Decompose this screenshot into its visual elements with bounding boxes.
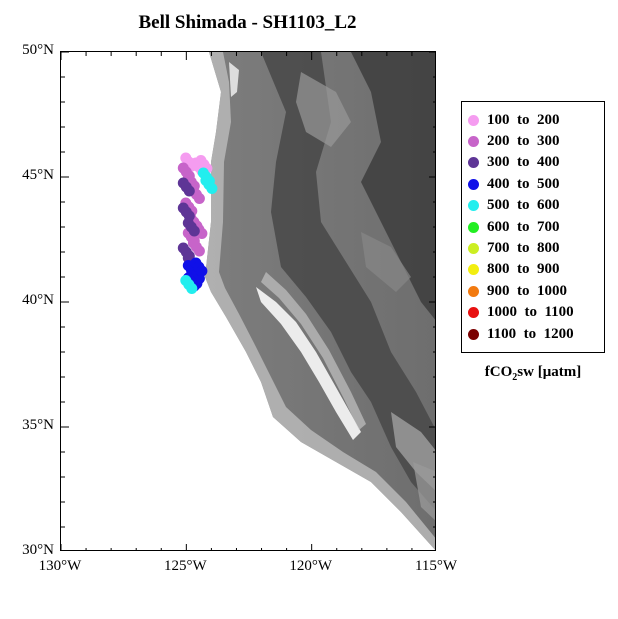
legend-swatch	[468, 135, 479, 147]
legend-item: 100 to 200	[468, 110, 560, 130]
map-title: Bell Shimada - SH1103_L2	[138, 12, 357, 33]
desert-region	[361, 232, 411, 292]
valley-region	[261, 272, 366, 430]
axis-ticks	[61, 52, 435, 550]
legend-unit-label: fCO2sw [μatm]	[484, 364, 582, 383]
legend-swatch	[468, 178, 479, 190]
legend-label: 400 to 500	[487, 175, 560, 192]
lon-tick-label: 115°W	[414, 558, 458, 574]
legend-item: 500 to 600	[468, 196, 560, 216]
legend-label: 900 to 1000	[487, 282, 567, 299]
legend-label: 200 to 300	[487, 132, 560, 149]
legend-swatch	[468, 285, 479, 297]
legend-item: 600 to 700	[468, 217, 560, 237]
legend-item: 700 to 800	[468, 238, 560, 258]
legend-swatch	[468, 200, 479, 212]
legend-item: 800 to 900	[468, 260, 560, 280]
lon-tick-label: 120°W	[289, 558, 332, 574]
coastal-strip	[205, 52, 435, 550]
lat-tick-label: 45°N	[22, 167, 54, 183]
inland-water	[229, 62, 239, 97]
track-point	[193, 245, 205, 257]
legend-label: 600 to 700	[487, 218, 560, 235]
legend-item: 400 to 500	[468, 174, 560, 194]
legend-label: 800 to 900	[487, 261, 560, 278]
valley-region	[256, 287, 361, 440]
legend-swatch	[468, 157, 479, 169]
legend-label: 1100 to 1200	[487, 325, 574, 342]
desert-region	[413, 462, 435, 521]
legend-swatch	[468, 242, 479, 254]
track-point	[193, 193, 205, 204]
lat-tick-label: 50°N	[22, 42, 54, 58]
legend-swatch	[468, 114, 479, 126]
legend-item: 1100 to 1200	[468, 324, 574, 344]
map-canvas	[61, 52, 435, 550]
legend-swatch	[468, 328, 479, 340]
legend-item: 200 to 300	[468, 131, 560, 151]
track-point	[196, 265, 208, 277]
legend-label: 700 to 800	[487, 239, 560, 256]
legend-item: 1000 to 1100	[468, 303, 574, 323]
legend-label: 1000 to 1100	[487, 304, 574, 321]
cruise-track	[177, 152, 218, 294]
legend-label: 100 to 200	[487, 111, 560, 128]
mountain-band	[351, 52, 435, 320]
desert-region	[296, 72, 351, 147]
track-point	[186, 283, 198, 294]
lon-tick-label: 130°W	[38, 558, 82, 574]
legend-item: 900 to 1000	[468, 281, 567, 301]
legend-item: 300 to 400	[468, 153, 560, 173]
legend: 100 to 200 200 to 300 300 to 400 400 to 500…	[461, 101, 605, 353]
track-point	[206, 183, 218, 194]
lat-tick-label: 35°N	[22, 417, 54, 433]
legend-label: 500 to 600	[487, 197, 560, 214]
track-point	[183, 185, 195, 197]
legend-label: 300 to 400	[487, 154, 560, 171]
map-frame	[60, 51, 436, 551]
legend-swatch	[468, 264, 479, 276]
lat-tick-label: 40°N	[22, 292, 54, 308]
lon-tick-label: 125°W	[164, 558, 207, 574]
legend-swatch	[468, 307, 479, 319]
track-point	[188, 225, 200, 237]
legend-swatch	[468, 221, 479, 233]
mountain-band	[261, 52, 435, 510]
lat-tick-label: 30°N	[22, 542, 54, 558]
